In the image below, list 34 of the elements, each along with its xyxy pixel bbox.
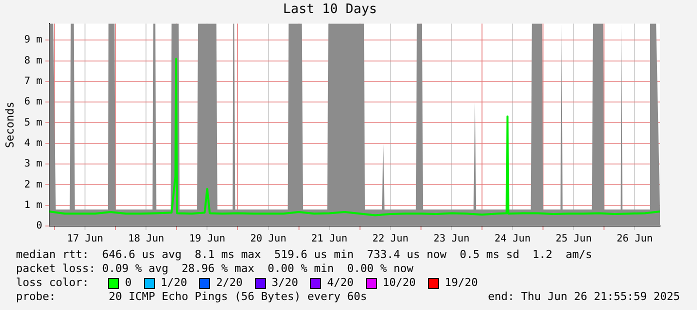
y-axis-title: Seconds	[3, 102, 16, 148]
chart-title: Last 10 Days	[283, 2, 377, 18]
y-tick-label: 1 m	[24, 200, 42, 211]
x-tick-label: 20 Jun	[250, 234, 286, 245]
y-tick-label: 0	[36, 220, 42, 232]
text: median rtt: 646.6 us avg 8.1 ms max 519.6 us min 733.4 us now 0.5 ms sd 1.2 am/s	[16, 248, 594, 262]
x-tick-label: 22 Jun	[372, 234, 408, 245]
text: packet loss: 0.09 % avg 28.96 % max 0.00 % min 0.00 % now	[16, 262, 414, 276]
x-tick-label: 19 Jun	[189, 234, 226, 245]
y-tick-label: 2 m	[24, 179, 42, 190]
text: 3/20	[272, 276, 298, 290]
text: probe: 20 ICMP Echo Pings (56 Bytes) every 60s	[16, 290, 367, 304]
text: loss color:	[16, 276, 90, 290]
x-tick-label: 23 Jun	[433, 234, 470, 245]
x-tick-label: 18 Jun	[128, 234, 164, 245]
text: 0	[125, 276, 132, 290]
y-tick-label: 7 m	[24, 76, 42, 88]
text: 2/20	[216, 276, 243, 290]
y-tick-label: 9 m	[24, 34, 42, 46]
x-tick-label: 21 Jun	[311, 234, 348, 245]
y-tick-label: 5 m	[24, 117, 42, 128]
y-tick-label: 4 m	[24, 138, 42, 149]
x-tick-label: 26 Jun	[616, 234, 653, 245]
x-tick-label: 17 Jun	[66, 234, 104, 245]
y-tick-label: 3 m	[24, 158, 42, 170]
y-tick-label: 8 m	[24, 55, 42, 66]
text: 1/20	[160, 276, 188, 290]
text: 10/20	[382, 276, 416, 290]
text: 4/20	[327, 276, 354, 290]
y-tick-label: 6 m	[24, 96, 42, 108]
text: end: Thu Jun 26 21:55:59 2025	[488, 290, 680, 304]
x-tick-label: 25 Jun	[556, 234, 592, 245]
text: 19/20	[444, 276, 478, 290]
x-tick-label: 24 Jun	[494, 234, 531, 245]
